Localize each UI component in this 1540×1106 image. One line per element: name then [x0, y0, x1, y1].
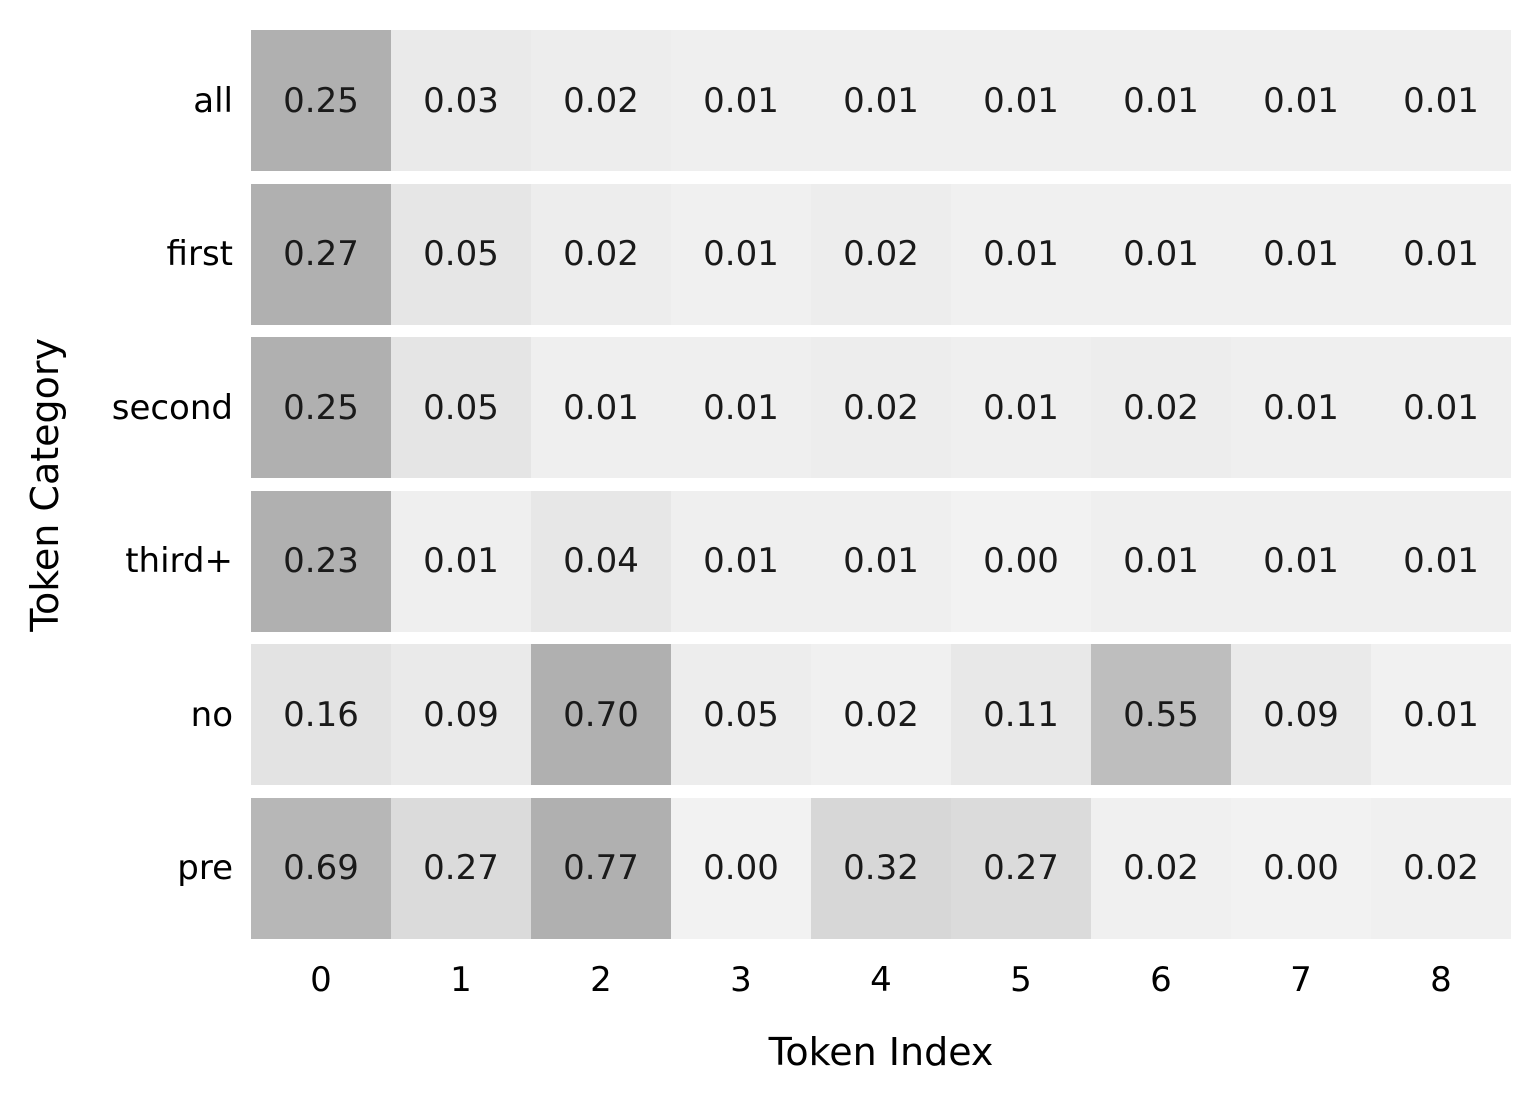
y-tick-label: second	[111, 387, 233, 428]
y-tick-label: no	[190, 694, 233, 735]
heatmap-cell: 0.02	[1091, 797, 1231, 939]
heatmap-cell: 0.01	[951, 183, 1091, 325]
x-tick-label: 1	[450, 960, 472, 1000]
heatmap-cell: 0.01	[1091, 490, 1231, 632]
heatmap-cell: 0.01	[671, 337, 811, 479]
heatmap-cell: 0.01	[1371, 30, 1511, 171]
heatmap-cell: 0.02	[531, 183, 671, 325]
heatmap-cell: 0.01	[811, 30, 951, 171]
y-tick-label: third+	[125, 541, 233, 582]
heatmap-cell: 0.25	[251, 337, 391, 479]
heatmap-cell: 0.25	[251, 30, 391, 171]
heatmap-cell: 0.00	[951, 490, 1091, 632]
heatmap-cell: 0.16	[251, 644, 391, 786]
heatmap-cell: 0.55	[1091, 644, 1231, 786]
heatmap-cell: 0.03	[391, 30, 531, 171]
heatmap-cell: 0.01	[671, 183, 811, 325]
heatmap-cell: 0.01	[1371, 644, 1511, 786]
heatmap-cell: 0.02	[1371, 797, 1511, 939]
heatmap-cell: 0.01	[1371, 490, 1511, 632]
y-tick-label: pre	[177, 848, 233, 889]
heatmap-cell: 0.69	[251, 797, 391, 939]
heatmap-cell: 0.32	[811, 797, 951, 939]
heatmap-cell: 0.05	[391, 183, 531, 325]
heatmap-cell: 0.01	[1231, 337, 1371, 479]
heatmap-cell: 0.01	[531, 337, 671, 479]
heatmap-cell: 0.70	[531, 644, 671, 786]
x-tick-label: 5	[1010, 960, 1032, 1000]
heatmap-cell: 0.01	[671, 490, 811, 632]
heatmap-cell: 0.27	[951, 797, 1091, 939]
heatmap-cell: 0.01	[1091, 30, 1231, 171]
heatmap-row: third+ 0.23 0.01 0.04 0.01 0.01 0.00 0.01 0.01 0.…	[0, 490, 1511, 632]
heatmap-cell: 0.11	[951, 644, 1091, 786]
x-tick-label: 3	[730, 960, 752, 1000]
heatmap-cell: 0.01	[671, 30, 811, 171]
heatmap-cell: 0.00	[671, 797, 811, 939]
heatmap-cell: 0.02	[811, 183, 951, 325]
heatmap-cell: 0.02	[811, 644, 951, 786]
heatmap-cell: 0.05	[671, 644, 811, 786]
heatmap-cell: 0.27	[391, 797, 531, 939]
heatmap-cell: 0.02	[811, 337, 951, 479]
heatmap-cell: 0.77	[531, 797, 671, 939]
heatmap-cell: 0.27	[251, 183, 391, 325]
heatmap-cell: 0.01	[951, 30, 1091, 171]
x-axis-ticks: 0 1 2 3 4 5 6 7 8	[251, 956, 1511, 1004]
heatmap-cell: 0.09	[1231, 644, 1371, 786]
heatmap-cell: 0.05	[391, 337, 531, 479]
heatmap-cell: 0.23	[251, 490, 391, 632]
heatmap-cell: 0.01	[1231, 490, 1371, 632]
heatmap-cell: 0.01	[1371, 337, 1511, 479]
heatmap-cell: 0.01	[951, 337, 1091, 479]
heatmap-row: all 0.25 0.03 0.02 0.01 0.01 0.01 0.01 0.01 0.01	[0, 30, 1511, 171]
heatmap-cell: 0.02	[1091, 337, 1231, 479]
x-tick-label: 8	[1430, 960, 1452, 1000]
heatmap-row: no 0.16 0.09 0.70 0.05 0.02 0.11 0.55 0.09 0.01	[0, 644, 1511, 786]
heatmap-cell: 0.09	[391, 644, 531, 786]
x-tick-label: 6	[1150, 960, 1172, 1000]
x-tick-label: 2	[590, 960, 612, 1000]
heatmap-cell: 0.01	[391, 490, 531, 632]
heatmap-cell: 0.01	[811, 490, 951, 632]
heatmap-row: pre 0.69 0.27 0.77 0.00 0.32 0.27 0.02 0.00 0.02	[0, 797, 1511, 939]
heatmap-cell: 0.01	[1371, 183, 1511, 325]
y-tick-label: all	[193, 80, 233, 121]
heatmap-cell: 0.02	[531, 30, 671, 171]
heatmap-cell: 0.01	[1091, 183, 1231, 325]
heatmap-cell: 0.04	[531, 490, 671, 632]
heatmap-body: all 0.25 0.03 0.02 0.01 0.01 0.01 0.01 0.01 0.01 f…	[0, 30, 1511, 939]
x-tick-label: 0	[310, 960, 332, 1000]
x-tick-label: 7	[1290, 960, 1312, 1000]
y-tick-label: first	[166, 234, 233, 275]
x-axis-title: Token Index	[768, 1030, 994, 1074]
x-tick-label: 4	[870, 960, 892, 1000]
heatmap-row: first 0.27 0.05 0.02 0.01 0.02 0.01 0.01 0.01 0.0…	[0, 183, 1511, 325]
heatmap-cell: 0.01	[1231, 183, 1371, 325]
heatmap-row: second 0.25 0.05 0.01 0.01 0.02 0.01 0.02 0.01 0.…	[0, 337, 1511, 479]
heatmap-cell: 0.01	[1231, 30, 1371, 171]
heatmap-cell: 0.00	[1231, 797, 1371, 939]
